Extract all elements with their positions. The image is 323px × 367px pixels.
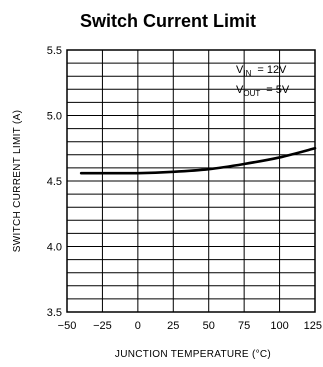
chart-title: Switch Current Limit [80,11,256,31]
y-axis-label: SWITCH CURRENT LIMIT (A) [12,110,23,252]
svg-text:VIN= 12V: VIN = 12V [236,64,287,78]
x-tick-label: 125 [304,320,322,332]
x-tick-label: 25 [167,320,179,332]
x-axis-label: JUNCTION TEMPERATURE (°C) [115,349,271,360]
y-tick-label: 4.0 [47,242,62,254]
y-tick-label: 5.0 [47,111,62,123]
y-tick-label: 4.5 [47,176,62,188]
x-tick-label: 100 [270,320,288,332]
x-tick-label: 0 [135,320,141,332]
series-line [79,146,317,175]
annotation-vout: VOUT = 5V [236,84,290,98]
x-tick-label: 75 [238,320,250,332]
annotation-vin: VIN = 12V [236,64,287,78]
x-tick-label: −25 [93,320,112,332]
y-tick-label: 5.5 [47,45,62,57]
y-tick-labels: 3.5 4.0 4.5 5.0 5.5 [47,45,62,319]
x-tick-label: −50 [58,320,77,332]
x-tick-labels: −50 −25 0 25 50 75 100 125 [58,320,322,332]
y-tick-label: 3.5 [47,307,62,319]
x-tick-label: 50 [203,320,215,332]
plot-frame [66,49,316,313]
svg-text:VOUT= 5V: VOUT = 5V [236,84,290,98]
